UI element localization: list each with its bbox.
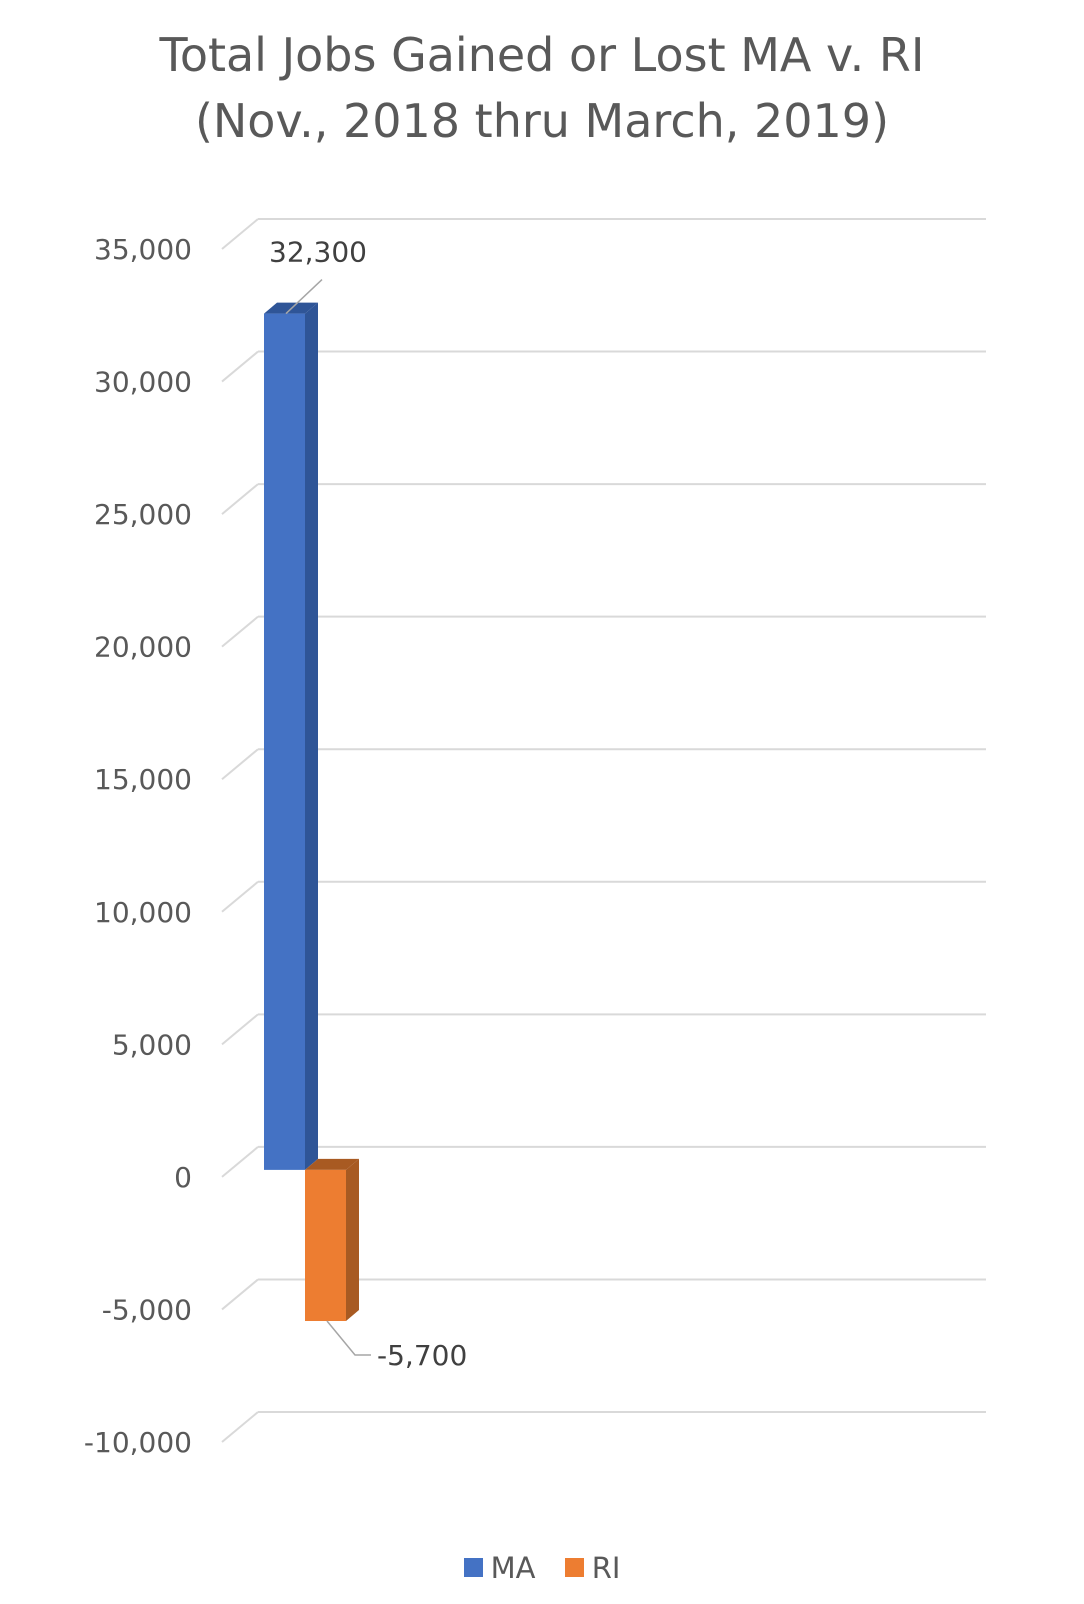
bar-side-ri (346, 1158, 359, 1322)
y-tick-label-0: 35,000 (94, 233, 192, 266)
y-tick-label-4: 15,000 (94, 763, 192, 796)
leader-line-ri (326, 1320, 371, 1356)
legend: MA RI (0, 1550, 1084, 1585)
data-label-ri: -5,700 (377, 1339, 467, 1372)
legend-item-ri: RI (564, 1550, 621, 1585)
gridlines (221, 218, 986, 1443)
legend-label-ri: RI (591, 1550, 621, 1585)
y-tick-label-2: 25,000 (94, 498, 192, 531)
chart-title-line-2: (Nov., 2018 thru March, 2019) (194, 94, 890, 148)
legend-swatch-ma (463, 1558, 483, 1577)
gridline-depth-4 (221, 748, 259, 780)
gridline-depth-6 (221, 1013, 259, 1046)
chart-title: Total Jobs Gained or Lost MA v. RI (Nov.… (0, 22, 1084, 154)
data-labels: 32,300 -5,700 (269, 236, 467, 1372)
gridline-depth-0 (221, 218, 259, 250)
legend-item-ma: MA (463, 1550, 536, 1585)
gridline-depth-8 (221, 1278, 259, 1311)
gridline-depth-2 (221, 483, 259, 515)
y-tick-label-1: 30,000 (94, 366, 192, 399)
leader-line-ma (285, 279, 323, 315)
legend-label-ma: MA (490, 1550, 536, 1585)
y-tick-label-8: -5,000 (102, 1293, 192, 1326)
y-tick-label-9: -10,000 (84, 1426, 192, 1459)
y-tick-label-7: 0 (174, 1161, 192, 1194)
gridline-depth-1 (221, 350, 259, 383)
chart-title-line-1: Total Jobs Gained or Lost MA v. RI (159, 28, 925, 82)
bars (264, 302, 359, 1322)
bar-ri (305, 1169, 346, 1322)
gridline-depth-9 (221, 1411, 259, 1443)
gridline-depth-5 (221, 881, 259, 913)
bar-side-ma (305, 302, 318, 1170)
legend-swatch-ri (564, 1558, 584, 1577)
bar-ma (264, 313, 305, 1170)
gridline-depth-3 (221, 615, 259, 648)
y-tick-label-5: 10,000 (94, 896, 192, 929)
y-axis-tick-labels: 35,000 30,000 25,000 20,000 15,000 10,000 5,00… (84, 233, 192, 1459)
bar-top-ri (305, 1158, 359, 1170)
y-tick-label-6: 5,000 (112, 1028, 192, 1061)
y-tick-label-3: 20,000 (94, 631, 192, 664)
data-label-ma: 32,300 (269, 236, 367, 269)
gridline-depth-7 (221, 1146, 259, 1178)
